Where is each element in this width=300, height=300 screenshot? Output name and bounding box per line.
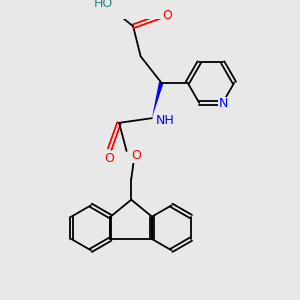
Text: O: O — [104, 152, 114, 165]
Text: N: N — [219, 97, 228, 110]
Text: O: O — [162, 9, 172, 22]
Polygon shape — [152, 82, 164, 118]
Text: NH: NH — [156, 113, 174, 127]
Text: HO: HO — [94, 0, 113, 10]
Text: O: O — [131, 149, 141, 162]
